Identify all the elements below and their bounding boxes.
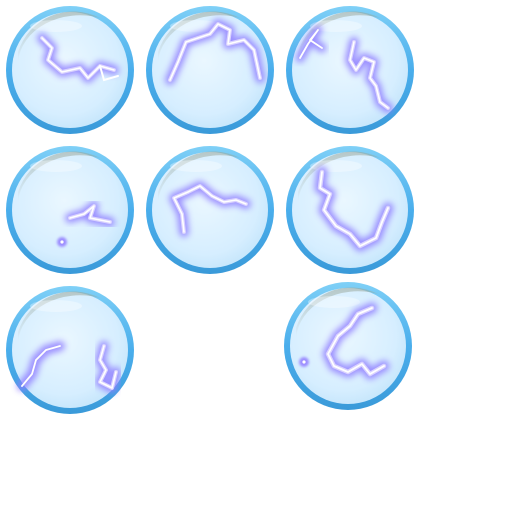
- lightning-orb-frame-5: [146, 146, 274, 274]
- orb-icon: [284, 282, 412, 410]
- lightning-bolt-icon: [57, 201, 115, 247]
- lightning-orb-frame-4: [6, 146, 134, 274]
- orb-icon: [146, 146, 274, 274]
- orb-icon: [6, 286, 134, 414]
- lightning-bolt-icon: [17, 341, 121, 393]
- lightning-orb-frame-2: [146, 6, 274, 134]
- orb-icon: [286, 146, 414, 274]
- lightning-bolt-icon: [165, 19, 265, 85]
- lightning-bolt-icon: [299, 302, 390, 380]
- lightning-orb-frame-3: [286, 6, 414, 134]
- lightning-bolt-icon: [295, 25, 393, 113]
- lightning-orb-frame-7: [6, 286, 134, 414]
- lightning-orb-frame-1: [6, 6, 134, 134]
- lightning-orb-frame-9: [284, 282, 412, 410]
- lightning-bolt-icon: [169, 181, 251, 237]
- orb-icon: [6, 146, 134, 274]
- lightning-bolt-icon: [37, 33, 119, 83]
- orb-icon: [286, 6, 414, 134]
- lightning-orb-frame-6: [286, 146, 414, 274]
- lightning-bolt-icon: [314, 166, 394, 252]
